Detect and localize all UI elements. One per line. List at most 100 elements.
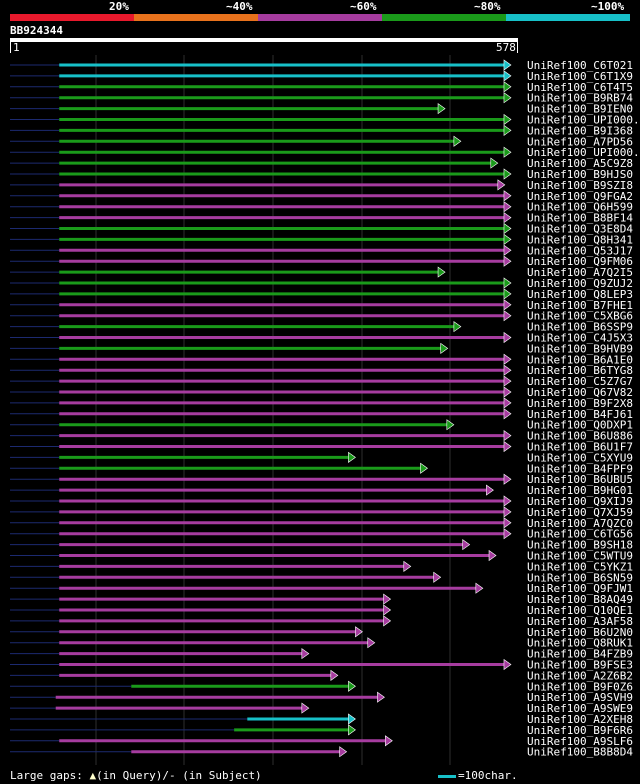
- hit-label[interactable]: UniRef100_B9RB74: [527, 92, 633, 105]
- hit-label[interactable]: UniRef100_C5Z7G7: [527, 375, 633, 388]
- hit-arrowhead-icon: [503, 81, 512, 93]
- hit-label[interactable]: UniRef100_C6TG56: [527, 528, 633, 541]
- hit-label[interactable]: UniRef100_B4FZB9: [527, 648, 633, 661]
- hit-label[interactable]: UniRef100_C6T021: [527, 59, 633, 72]
- hit-label[interactable]: UniRef100_A7PD56: [527, 135, 633, 148]
- hit-label[interactable]: UniRef100_B9HVB9: [527, 342, 633, 355]
- hit-label[interactable]: UniRef100_C6T1X9: [527, 70, 633, 83]
- hit-label[interactable]: UniRef100_A9SLF6: [527, 735, 633, 748]
- hit-arrowhead-icon: [503, 440, 512, 453]
- hit-label[interactable]: UniRef100_Q9ZUJ2: [527, 277, 633, 290]
- hit-arrowhead-icon: [503, 70, 512, 82]
- hit-label[interactable]: UniRef100_Q7XJ59: [527, 506, 633, 519]
- gaps-legend: Large gaps: ▲(in Query)/- (in Subject): [10, 770, 262, 782]
- hit-arrowhead-icon: [503, 331, 512, 344]
- hit-label[interactable]: UniRef100_UPI000..: [527, 114, 640, 127]
- query-gap-text: (in Query)/: [96, 769, 169, 782]
- hit-label[interactable]: UniRef100_Q8RUK1: [527, 637, 633, 650]
- hit-label[interactable]: UniRef100_A7QZC0: [527, 517, 633, 530]
- hit-label[interactable]: UniRef100_B6UBU5: [527, 473, 633, 486]
- hit-arrowhead-icon: [497, 179, 506, 191]
- hit-label[interactable]: UniRef100_Q10QE1: [527, 604, 633, 617]
- hit-label[interactable]: UniRef100_Q3E8D4: [527, 223, 633, 236]
- ruler-start-label: 1: [13, 41, 20, 54]
- hit-label[interactable]: UniRef100_A2XEH8: [527, 713, 633, 726]
- hit-label[interactable]: UniRef100_A2Z6B2: [527, 669, 633, 682]
- hit-label[interactable]: UniRef100_A5C9Z8: [527, 157, 633, 170]
- hit-arrowhead-icon: [503, 517, 512, 529]
- hit-label[interactable]: UniRef100_Q8LEP3: [527, 288, 633, 301]
- hit-arrowhead-icon: [503, 353, 512, 365]
- hit-label[interactable]: UniRef100_Q9FJW1: [527, 582, 633, 595]
- hit-label[interactable]: UniRef100_Q9FM06: [527, 255, 633, 268]
- hit-label[interactable]: UniRef100_B8AQ49: [527, 593, 633, 606]
- hit-label[interactable]: UniRef100_A9SWE9: [527, 702, 633, 715]
- hit-label[interactable]: UniRef100_B4FPF9: [527, 462, 633, 475]
- hit-arrowhead-icon: [420, 462, 428, 474]
- hit-label[interactable]: UniRef100_B9SZI8: [527, 179, 633, 192]
- hit-label[interactable]: UniRef100_B7FHE1: [527, 299, 633, 312]
- hit-label[interactable]: UniRef100_B9HG01: [527, 484, 633, 497]
- hit-label[interactable]: UniRef100_C6T4T5: [527, 81, 633, 94]
- hit-label[interactable]: UniRef100_B9FSE3: [527, 659, 633, 672]
- hit-arrowhead-icon: [383, 604, 392, 616]
- hit-label[interactable]: UniRef100_B6U2N0: [527, 626, 633, 639]
- hit-arrowhead-icon: [503, 113, 512, 126]
- hit-label[interactable]: UniRef100_B8BF14: [527, 212, 633, 225]
- hit-arrowhead-icon: [339, 746, 348, 758]
- hit-label[interactable]: UniRef100_B9F0Z6: [527, 680, 633, 693]
- hit-arrowhead-icon: [503, 277, 512, 289]
- legend-segment: [10, 14, 134, 21]
- hit-label[interactable]: UniRef100_B4FJ61: [527, 408, 633, 421]
- subject-gap-text: - (in Subject): [168, 769, 262, 782]
- hit-arrowhead-icon: [330, 669, 339, 681]
- hit-label[interactable]: UniRef100_UPI000..: [527, 146, 640, 159]
- hit-arrowhead-icon: [383, 593, 392, 605]
- hit-label[interactable]: UniRef100_C5XYU9: [527, 451, 633, 464]
- hit-arrowhead-icon: [301, 702, 310, 714]
- hit-label[interactable]: UniRef100_Q53J17: [527, 244, 633, 257]
- hit-label[interactable]: UniRef100_B9IEN0: [527, 103, 633, 116]
- hit-label[interactable]: UniRef100_Q67V82: [527, 386, 633, 399]
- hit-label[interactable]: UniRef100_B6U1F7: [527, 441, 633, 454]
- hit-label[interactable]: UniRef100_B9F6R6: [527, 724, 633, 737]
- hit-label[interactable]: UniRef100_Q9XIJ9: [527, 495, 633, 508]
- hit-arrowhead-icon: [503, 658, 512, 671]
- hit-label[interactable]: UniRef100_C5XBG6: [527, 310, 633, 323]
- hit-label[interactable]: UniRef100_B6TYG8: [527, 364, 633, 377]
- legend-segment: [382, 14, 506, 21]
- hit-label[interactable]: UniRef100_B6U886: [527, 430, 633, 443]
- hit-arrowhead-icon: [503, 408, 512, 420]
- hit-label[interactable]: UniRef100_Q0DXP1: [527, 419, 633, 432]
- hit-label[interactable]: UniRef100_C5WTU9: [527, 550, 633, 563]
- hit-label[interactable]: UniRef100_B9HJS0: [527, 168, 633, 181]
- hit-arrowhead-icon: [503, 124, 512, 136]
- hit-arrowhead-icon: [503, 473, 512, 485]
- hit-label[interactable]: UniRef100_C4J5X3: [527, 332, 633, 345]
- hit-label[interactable]: UniRef100_A9SVH9: [527, 691, 633, 704]
- hit-label[interactable]: UniRef100_B9I368: [527, 124, 633, 137]
- hit-label[interactable]: UniRef100_Q8H341: [527, 233, 633, 246]
- hit-label[interactable]: UniRef100_B9SH18: [527, 539, 633, 552]
- hit-arrowhead-icon: [348, 451, 356, 463]
- hit-arrowhead-icon: [367, 637, 376, 649]
- hit-label[interactable]: UniRef100_A7Q2I5: [527, 266, 633, 279]
- hit-label[interactable]: UniRef100_B8B8D4: [527, 746, 633, 759]
- hit-arrowhead-icon: [503, 506, 512, 518]
- hit-label[interactable]: UniRef100_Q6H599: [527, 201, 633, 214]
- hit-label[interactable]: UniRef100_A3AF58: [527, 615, 633, 628]
- hit-arrowhead-icon: [503, 299, 512, 311]
- hit-label[interactable]: UniRef100_B6SN59: [527, 571, 633, 584]
- hit-label[interactable]: UniRef100_B6A1E0: [527, 353, 633, 366]
- hit-arrowhead-icon: [503, 190, 512, 202]
- hit-label[interactable]: UniRef100_B6SSP9: [527, 321, 633, 334]
- legend-label: ~60%: [350, 0, 377, 13]
- hit-label[interactable]: UniRef100_C5YKZ1: [527, 560, 633, 573]
- hit-arrowhead-icon: [437, 266, 446, 278]
- hit-label[interactable]: UniRef100_B9F2X8: [527, 397, 633, 410]
- hit-arrowhead-icon: [503, 233, 512, 245]
- hit-label[interactable]: UniRef100_Q9FGA2: [527, 190, 633, 203]
- hit-arrowhead-icon: [440, 342, 449, 354]
- hit-arrowhead-icon: [503, 288, 512, 300]
